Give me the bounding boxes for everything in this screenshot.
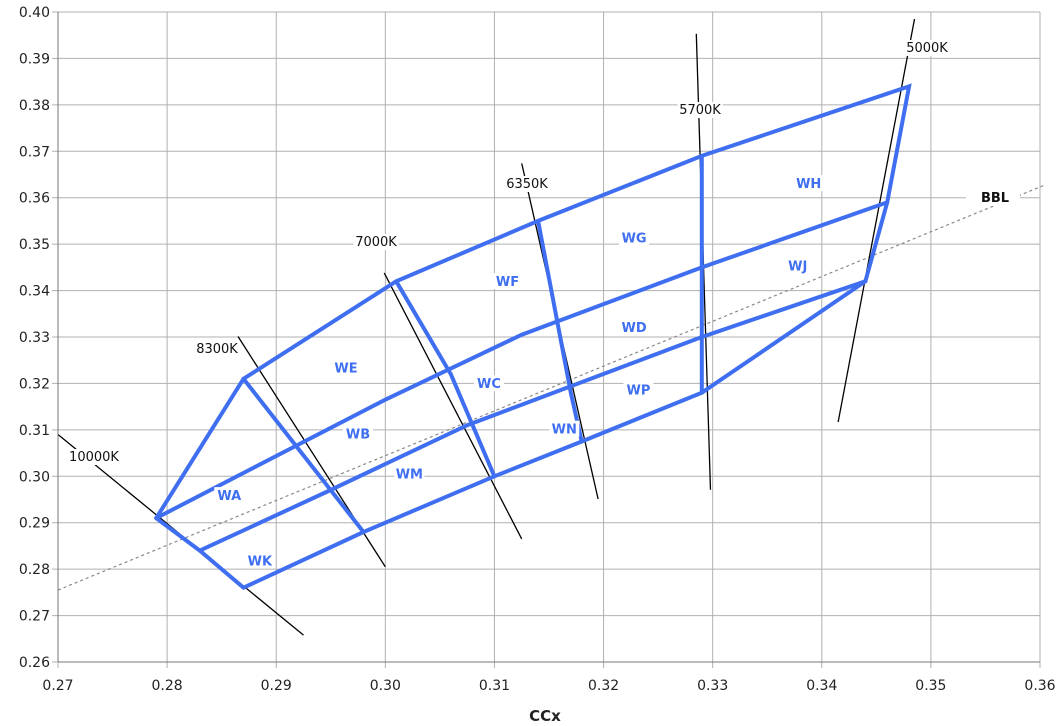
grid-lines: [52, 11, 1041, 668]
y-tick-label: 0.30: [19, 469, 50, 485]
cct-label-bg: [904, 40, 950, 56]
bin-label-bg: [394, 465, 425, 482]
bin-label-bg: [343, 425, 374, 442]
bin-label-wg: WG: [622, 231, 647, 246]
x-tick-label: 0.28: [152, 678, 183, 694]
bin-label-bg: [619, 319, 650, 336]
y-tick-label: 0.38: [19, 98, 50, 114]
bbl-line: [57, 184, 1046, 591]
bin-outline: [394, 279, 497, 479]
black-body-locus: [57, 184, 1046, 591]
cct-label-bg: [353, 234, 399, 250]
y-tick-label: 0.29: [19, 516, 50, 532]
bin-outline: [197, 279, 868, 553]
y-tick-label: 0.28: [19, 562, 50, 578]
x-tick-label: 0.34: [806, 678, 837, 694]
bbl-label-bg: [966, 186, 1020, 206]
bin-label-wd: WD: [622, 321, 647, 336]
x-tick-label: 0.29: [261, 678, 292, 694]
labels: 10000K 8300K 7000K 6350K 5700K 5000K BBL WA WB WC…: [67, 40, 1020, 570]
cct-label-5000k: 5000K: [906, 41, 948, 56]
y-tick-label: 0.40: [19, 5, 50, 21]
y-tick-label: 0.32: [19, 376, 50, 392]
x-tick-label: 0.32: [588, 678, 619, 694]
cct-label-bg: [504, 176, 550, 192]
bin-label-bg: [619, 229, 650, 246]
cct-label-7000k: 7000K: [355, 235, 397, 250]
x-tick-label: 0.27: [42, 678, 73, 694]
bin-label-bg: [782, 257, 813, 274]
bin-label-bg: [244, 552, 275, 569]
bin-label-bg: [549, 420, 580, 437]
y-tick-label: 0.31: [19, 423, 50, 439]
y-tick-label: 0.27: [19, 609, 50, 625]
y-tick-label: 0.36: [19, 191, 50, 207]
y-tick-label: 0.37: [19, 144, 50, 160]
cct-label-8300k: 8300K: [196, 342, 238, 357]
bin-label-wc: WC: [477, 377, 501, 392]
x-tick-label: 0.31: [479, 678, 510, 694]
bbl-label: BBL: [981, 191, 1009, 206]
x-tick-label: 0.30: [370, 678, 401, 694]
x-axis-title: CCx: [529, 707, 561, 725]
axes: 0.27 0.28 0.29 0.30 0.31 0.32 0.33 0.34 0.35 0.36…: [19, 5, 1056, 694]
bin-label-bg: [793, 175, 824, 192]
cct-label-bg: [67, 449, 121, 465]
y-tick-label: 0.33: [19, 330, 50, 346]
bin-label-wn: WN: [552, 423, 577, 438]
cct-label-bg: [194, 341, 240, 357]
x-tick-label: 0.35: [915, 678, 946, 694]
y-tick-label: 0.34: [19, 284, 50, 300]
cct-line-5000k: [837, 18, 916, 423]
bin-label-wp: WP: [627, 383, 651, 398]
x-tick-label: 0.33: [697, 678, 728, 694]
y-tick-label: 0.39: [19, 51, 50, 67]
bin-label-bg: [473, 375, 504, 392]
bin-label-wm: WM: [396, 467, 423, 482]
cct-line-7000k: [383, 272, 523, 540]
bin-outline: [241, 376, 366, 534]
bin-label-wk: WK: [248, 555, 273, 570]
y-tick-label: 0.26: [19, 655, 50, 671]
bin-label-wh: WH: [796, 177, 821, 192]
x-tick-label: 0.36: [1024, 678, 1055, 694]
bin-outline: [154, 200, 890, 521]
bin-label-wf: WF: [496, 275, 519, 290]
bin-label-we: WE: [334, 361, 357, 376]
cct-label-5700k: 5700K: [679, 103, 721, 118]
bin-label-bg: [214, 487, 245, 504]
bin-label-wj: WJ: [788, 259, 807, 274]
cct-label-6350k: 6350K: [506, 177, 548, 192]
bin-outlines: [154, 83, 912, 591]
cct-label-bg: [677, 102, 723, 118]
bin-label-wb: WB: [346, 427, 370, 442]
cct-label-10000k: 10000K: [69, 450, 119, 465]
bin-label-bg: [492, 273, 523, 290]
bin-outline: [536, 218, 584, 444]
bin-label-bg: [623, 381, 654, 398]
bin-label-bg: [331, 359, 362, 376]
bin-label-wa: WA: [217, 489, 241, 504]
y-tick-label: 0.35: [19, 237, 50, 253]
